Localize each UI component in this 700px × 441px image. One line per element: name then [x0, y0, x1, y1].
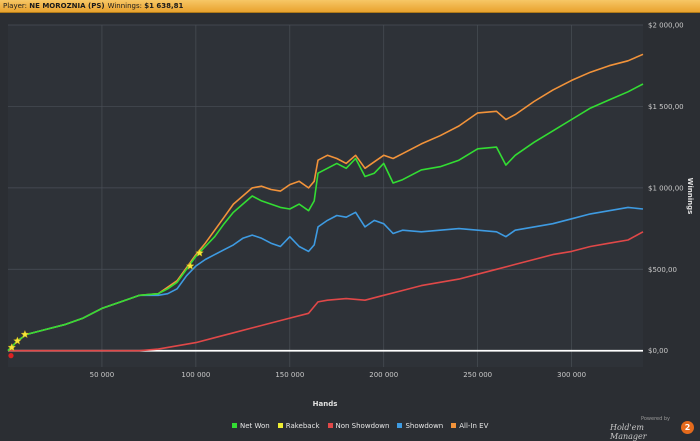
y-tick-label: $1 500,00: [648, 103, 684, 111]
y-tick-label: $0,00: [648, 347, 668, 355]
legend-label: Non Showdown: [335, 422, 390, 430]
legend-swatch: [277, 422, 283, 428]
legend-label: Rakeback: [285, 422, 320, 430]
powered-by-text: Powered by: [641, 416, 670, 422]
player-label: Player:: [3, 2, 28, 10]
y-tick-label: $2 000,00: [648, 22, 684, 30]
legend-swatch: [451, 422, 457, 428]
legend-label: Showdown: [405, 422, 444, 430]
legend-item-showdown: Showdown: [397, 422, 443, 430]
x-axis-label: Hands: [313, 400, 338, 408]
star-marker: [7, 342, 17, 352]
legend-item-all-in-ev: All-In EV: [451, 422, 488, 430]
series-line-net-won: [7, 83, 644, 352]
series-line-non-showdown: [8, 231, 644, 352]
x-tick-label: 250 000: [463, 371, 492, 379]
chart-legend: Net Won Rakeback Non Showdown Showdown All-I…: [232, 422, 496, 430]
x-tick-label: 300 000: [557, 371, 586, 379]
star-marker: [185, 261, 195, 270]
x-tick-label: 150 000: [275, 371, 304, 379]
x-tick-label: 200 000: [369, 371, 398, 379]
x-tick-label: 100 000: [181, 371, 210, 379]
star-marker: [13, 336, 22, 345]
markers-group: [7, 248, 204, 359]
legend-label: Net Won: [240, 422, 270, 430]
legend-swatch: [327, 422, 333, 428]
y-tick-label: $500,00: [648, 266, 677, 274]
y-tick-label: $1 000,00: [648, 184, 684, 192]
player-name: NE MOROZNIA (PS): [29, 2, 105, 10]
winnings-value: $1 638,81: [144, 2, 184, 10]
star-marker: [20, 329, 30, 339]
legend-swatch: [397, 422, 403, 428]
legend-swatch: [232, 422, 237, 428]
legend-item-non-showdown: Non Showdown: [327, 422, 390, 430]
y-axis-label: Winnings: [686, 178, 694, 215]
plot-area: [8, 25, 643, 367]
powered-by-logo: Powered by Hold'em Manager 2: [610, 416, 698, 441]
x-tick-label: 50 000: [90, 371, 115, 379]
tick-labels: 50 000 100 000 150 000 200 000 250 000 300 00…: [90, 22, 684, 380]
winnings-graph: 50 000 100 000 150 000 200 000 250 000 300 00…: [7, 22, 694, 408]
star-marker: [195, 248, 204, 257]
dot-marker: [8, 353, 14, 359]
series-group: [7, 53, 644, 352]
hm2-badge-icon: 2: [681, 421, 694, 434]
legend-label: All-In EV: [459, 422, 489, 430]
legend-item-net-won: Net Won: [232, 422, 270, 430]
holdem-manager-text: Hold'em Manager: [610, 423, 647, 441]
winnings-label: Winnings:: [107, 2, 142, 10]
legend-item-rakeback: Rakeback: [277, 422, 320, 430]
player-info-bar: Player: NE MOROZNIA (PS) Winnings: $1 638…: [0, 0, 700, 13]
